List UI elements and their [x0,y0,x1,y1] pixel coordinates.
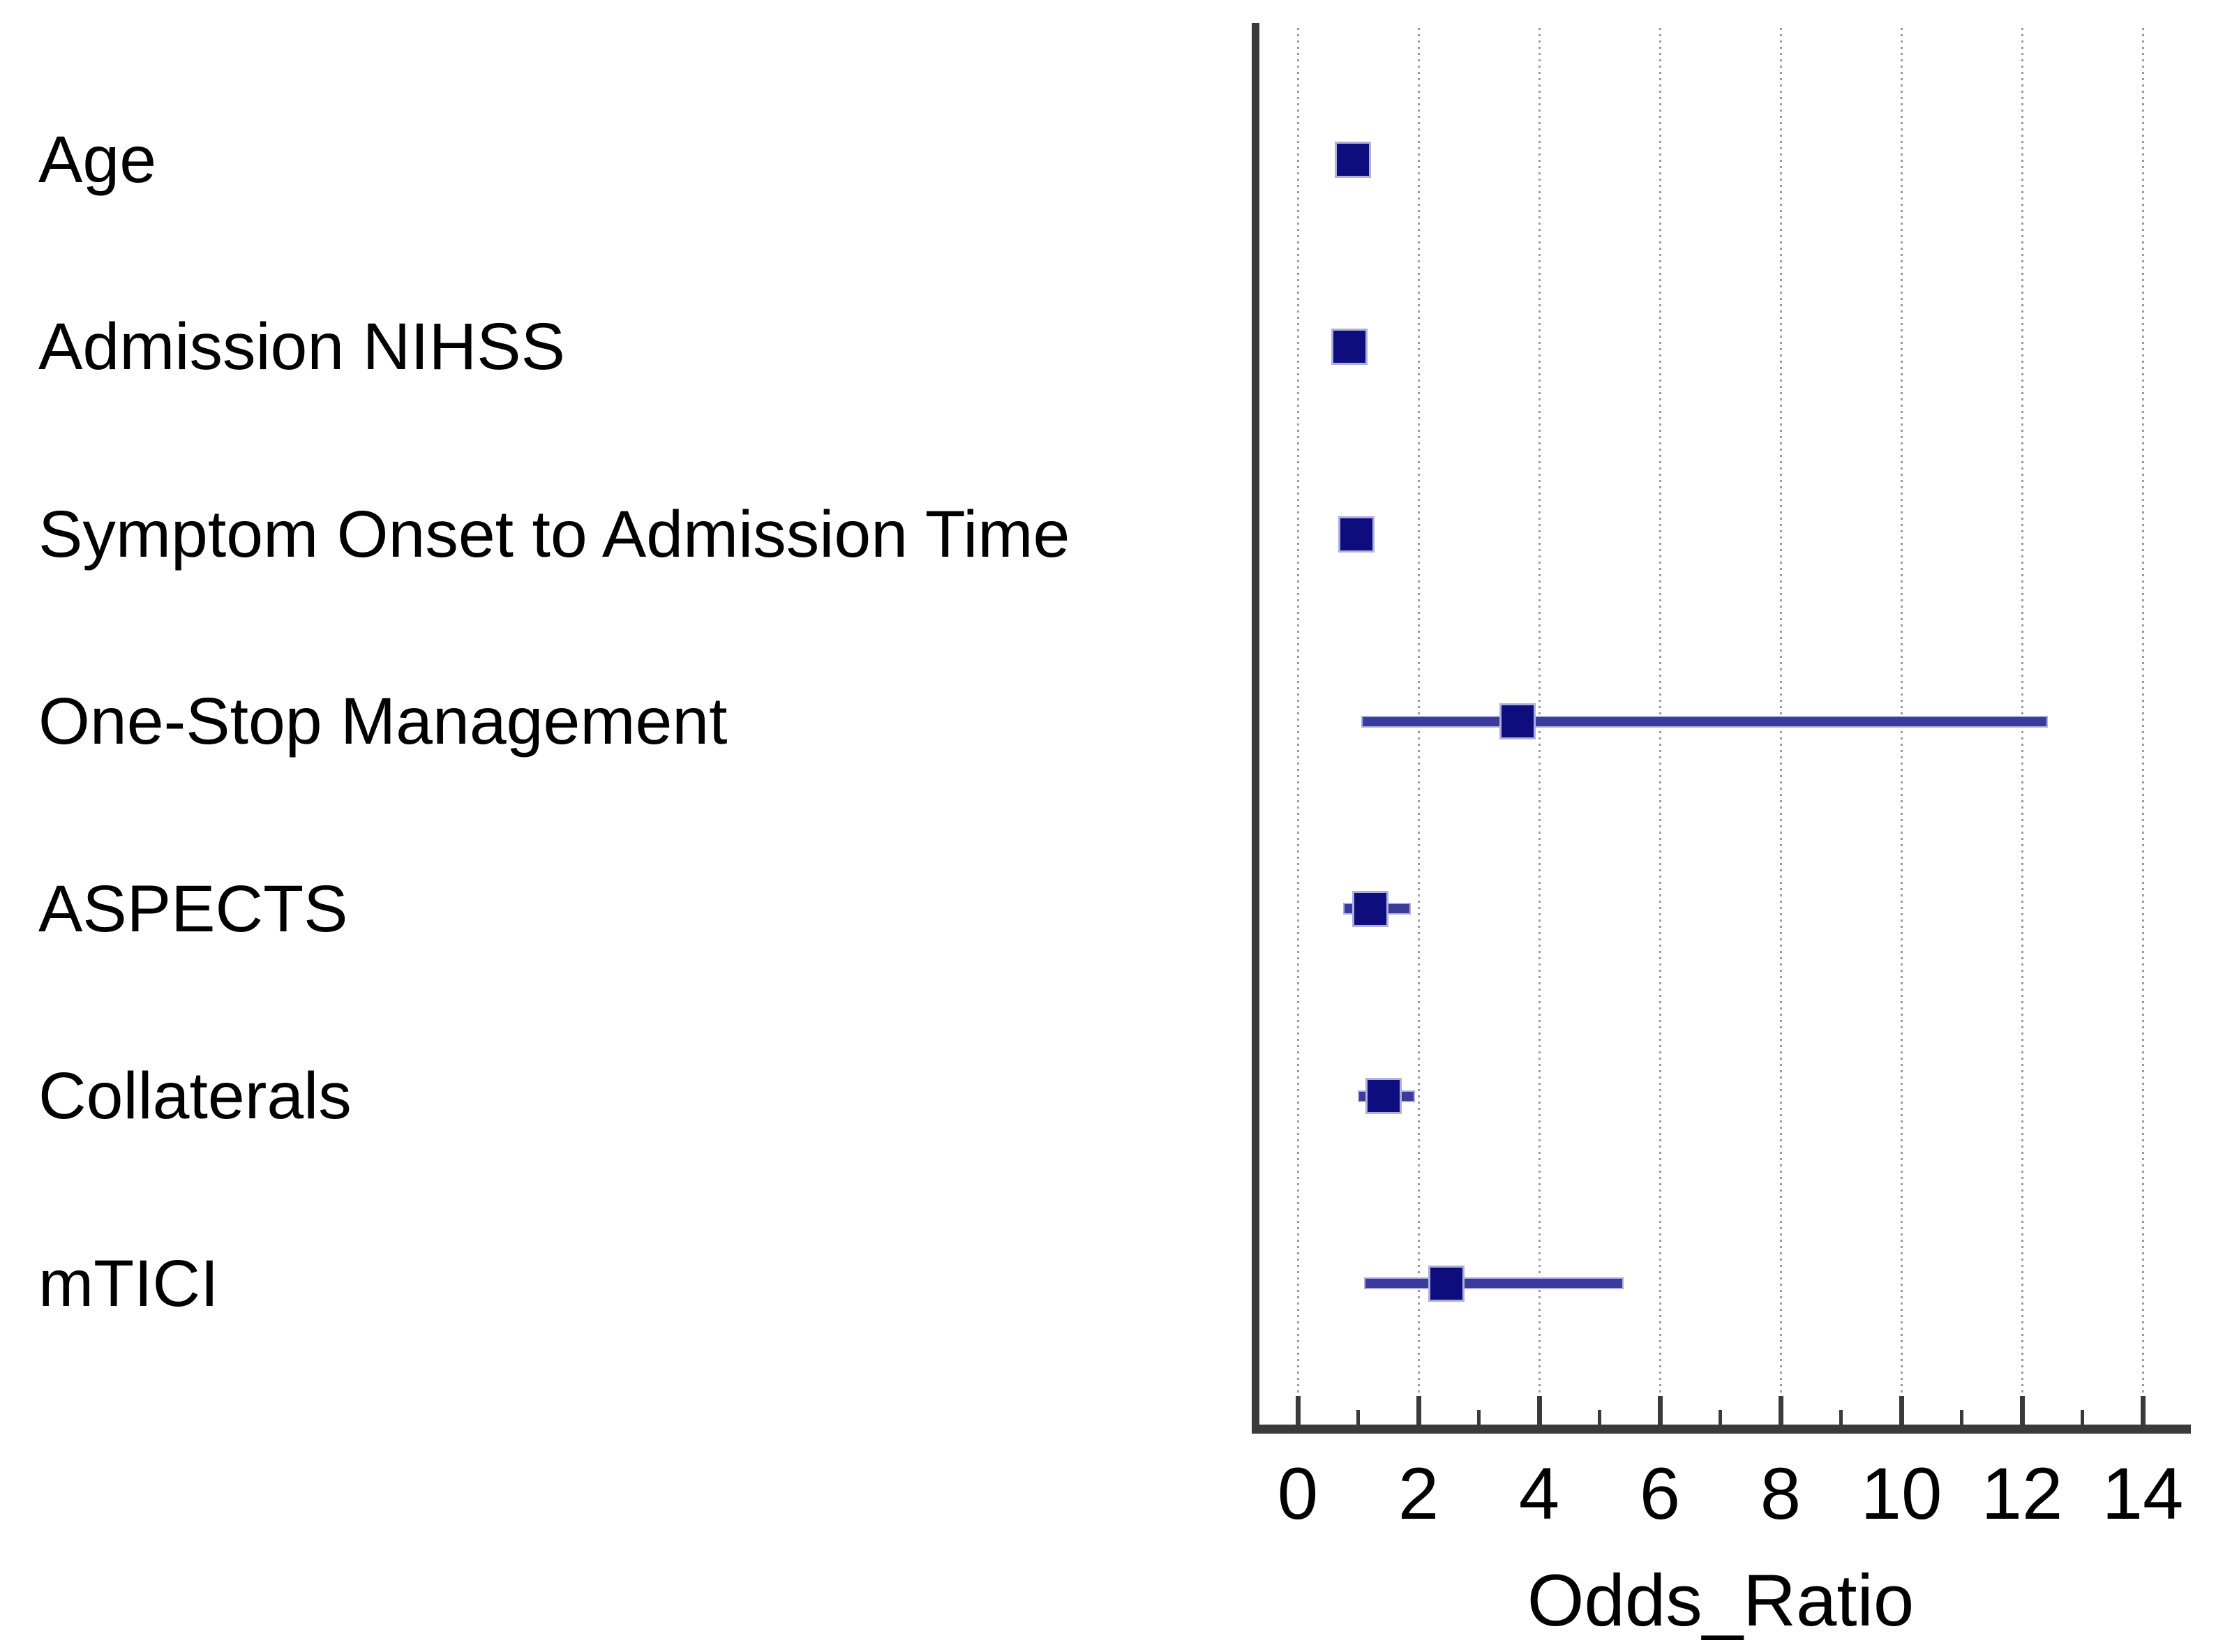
odds-ratio-marker [1333,331,1365,363]
odds-ratio-marker [1430,1267,1462,1300]
row-label: Admission NIHSS [38,310,565,384]
x-tick-major [1899,1396,1904,1425]
gridline [1659,28,1661,1425]
x-tick-label: 10 [1860,1453,1942,1535]
row-label: Age [38,123,157,197]
x-tick-label: 14 [2102,1453,2184,1535]
x-tick-minor [2081,1410,2084,1425]
y-axis-line [1252,23,1259,1433]
x-tick-minor [1839,1410,1843,1425]
gridline [1900,28,1903,1425]
confidence-interval-line [1365,1279,1623,1289]
row-label: Collaterals [38,1059,352,1134]
x-tick-major [1416,1396,1421,1425]
x-tick-label: 4 [1518,1453,1560,1535]
gridline [2141,28,2144,1425]
x-tick-major [1295,1396,1301,1425]
x-tick-label: 6 [1639,1453,1681,1535]
x-tick-minor [1598,1410,1601,1425]
gridline [1779,28,1782,1425]
x-tick-label: 8 [1760,1453,1802,1535]
x-tick-label: 0 [1277,1453,1319,1535]
row-label: Symptom Onset to Admission Time [38,497,1070,571]
gridline [1538,28,1541,1425]
row-label: mTICI [38,1246,219,1321]
x-tick-major [2019,1396,2025,1425]
odds-ratio-marker [1336,144,1369,176]
odds-ratio-marker [1501,705,1534,738]
x-tick-major [1778,1396,1783,1425]
x-axis-title: Odds_Ratio [1527,1560,1915,1642]
confidence-interval-line [1363,716,2047,726]
x-tick-label: 12 [1981,1453,2063,1535]
odds-ratio-marker [1354,892,1386,925]
odds-ratio-marker [1367,1080,1400,1113]
gridline [2021,28,2023,1425]
x-tick-major [1657,1396,1663,1425]
odds-ratio-marker [1340,518,1372,550]
row-label: ASPECTS [38,871,348,946]
x-tick-label: 2 [1398,1453,1439,1535]
x-tick-major [2140,1396,2146,1425]
x-tick-minor [1356,1410,1360,1425]
x-tick-major [1536,1396,1542,1425]
x-tick-minor [1477,1410,1481,1425]
x-axis-line [1252,1425,2191,1434]
x-tick-minor [1960,1410,1963,1425]
row-label: One-Stop Management [38,684,728,759]
gridline [1417,28,1420,1425]
x-tick-minor [1719,1410,1722,1425]
gridline [1296,28,1299,1425]
